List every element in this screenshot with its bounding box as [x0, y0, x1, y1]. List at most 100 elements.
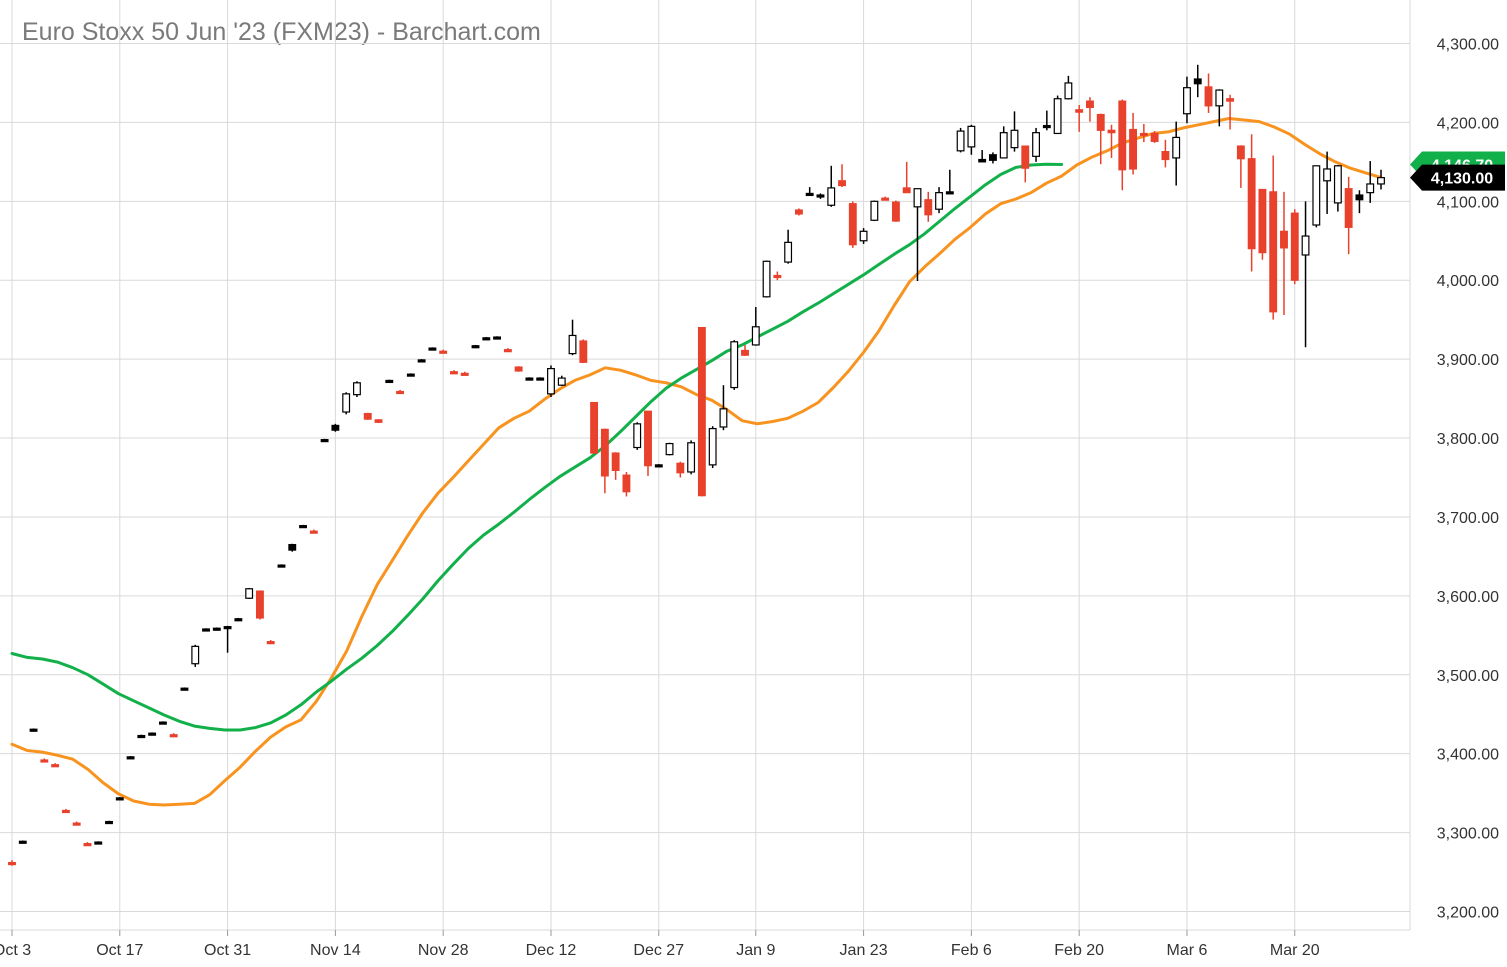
candle [1118, 99, 1127, 191]
candle [633, 422, 642, 450]
candle-body [1247, 158, 1256, 250]
candle-body [266, 641, 275, 645]
y-tick-label: 3,200.00 [1437, 905, 1499, 922]
candle-body [794, 209, 803, 215]
candle-body [913, 188, 922, 208]
candle [1086, 97, 1094, 122]
candle-body [288, 543, 297, 551]
candle-body [353, 382, 361, 396]
candle-body [94, 841, 103, 845]
candle [51, 763, 60, 768]
candle [665, 442, 674, 456]
candle [848, 201, 857, 248]
candle-body [1269, 191, 1278, 313]
x-tick-label: Mar 6 [1167, 942, 1208, 959]
candle [428, 347, 437, 351]
candle [978, 150, 987, 163]
candle-body [342, 393, 351, 413]
candle-body [1086, 100, 1094, 109]
candle-body [1193, 78, 1202, 85]
candle-body [51, 764, 60, 768]
candle-body [978, 158, 987, 163]
candle [299, 524, 307, 529]
candle [719, 385, 728, 431]
candle-body [1161, 151, 1170, 161]
candle [654, 464, 663, 468]
candle [493, 336, 502, 340]
candle [18, 840, 27, 844]
candle [676, 461, 685, 478]
candle [924, 191, 933, 222]
ma-long-line [10, 162, 1064, 732]
candle-body [1042, 124, 1051, 129]
candle [471, 344, 480, 349]
candle [1215, 89, 1224, 127]
candle [503, 348, 512, 353]
x-tick-label: Oct 31 [204, 942, 251, 959]
candle [816, 193, 825, 199]
candle [1193, 64, 1202, 98]
candle [223, 625, 232, 653]
candle [288, 543, 297, 552]
candle-body [1010, 129, 1019, 149]
candle-body [1204, 86, 1213, 107]
candle-body [924, 199, 933, 216]
candle [417, 359, 426, 363]
candle [590, 401, 599, 454]
candle-body [482, 337, 491, 341]
candle-body [460, 372, 469, 376]
candle [784, 229, 793, 264]
x-tick-label: Feb 6 [951, 942, 992, 959]
candle-body [493, 336, 502, 340]
candle-body [902, 187, 911, 194]
candle-body [547, 368, 555, 395]
candle-body [396, 390, 405, 395]
candle [353, 381, 361, 398]
candle-body [255, 590, 264, 619]
candle [1226, 94, 1235, 130]
candle-body [838, 180, 846, 187]
last-price-badge-shape [1410, 164, 1505, 191]
candle [1323, 151, 1332, 214]
candle [956, 127, 965, 153]
candle [363, 412, 372, 420]
candle [8, 860, 16, 866]
candle-body [277, 564, 286, 568]
candle [1010, 111, 1019, 152]
candle-body [654, 464, 663, 468]
candle [1021, 145, 1030, 183]
candle-body [568, 334, 577, 355]
candle-body [406, 373, 415, 377]
candle-body [417, 359, 426, 363]
candle-body [309, 530, 318, 534]
candle-body [1183, 87, 1191, 115]
x-tick-label: Jan 9 [736, 942, 775, 959]
candle [1204, 73, 1213, 113]
candle-body [83, 843, 92, 847]
candle-body [536, 377, 545, 381]
candle-body [1258, 188, 1267, 254]
candle-body [859, 230, 868, 242]
candle-body [1032, 132, 1040, 157]
moving-average-lines [10, 117, 1383, 807]
candle-body [988, 154, 997, 161]
candle [277, 564, 286, 568]
candle-body [633, 423, 642, 449]
candle [460, 371, 469, 376]
candle [525, 377, 534, 381]
candle [1301, 201, 1310, 348]
candle-body [223, 626, 232, 630]
candle [331, 423, 340, 432]
candle [611, 452, 620, 480]
candle [202, 628, 210, 632]
candle [180, 687, 189, 691]
candle [1075, 105, 1084, 132]
candle-body [730, 341, 739, 389]
candle-body [450, 371, 458, 375]
candle-body [935, 192, 943, 210]
candle [320, 438, 329, 443]
candle-body [1280, 230, 1288, 249]
candle-body [40, 759, 49, 763]
candle-body [1021, 145, 1030, 169]
candle [245, 587, 254, 600]
